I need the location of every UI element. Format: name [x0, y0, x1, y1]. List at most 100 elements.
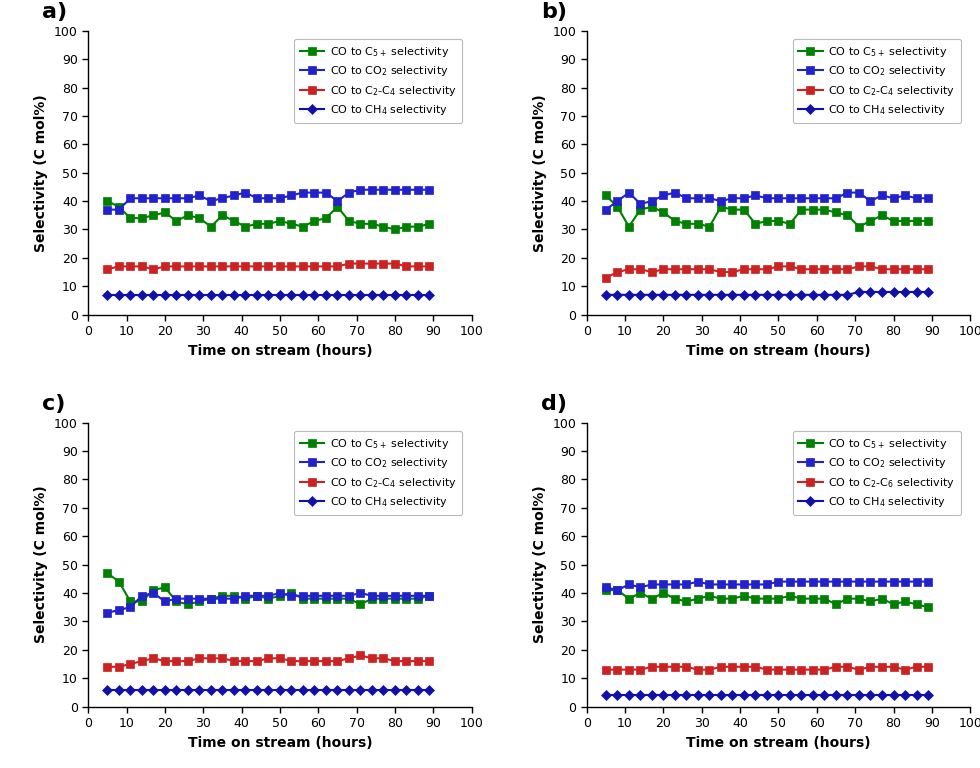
CO to C$_{5+}$ selectivity	[285, 588, 297, 598]
CO to CH$_4$ selectivity	[761, 690, 773, 700]
CO to C$_2$-C$_4$ selectivity	[842, 265, 854, 274]
CO to CH$_4$ selectivity	[136, 685, 148, 694]
CO to C$_{5+}$ selectivity	[808, 594, 819, 603]
CO to CH$_4$ selectivity	[367, 290, 378, 300]
CO to CH$_4$ selectivity	[818, 290, 830, 300]
CO to CH$_4$ selectivity	[239, 685, 251, 694]
CO to C$_{5+}$ selectivity	[761, 594, 773, 603]
CO to C$_2$-C$_4$ selectivity	[182, 657, 194, 666]
CO to C$_{5+}$ selectivity	[646, 202, 658, 211]
CO to CH$_4$ selectivity	[377, 685, 389, 694]
CO to C$_2$-C$_6$ selectivity	[600, 665, 612, 674]
CO to CH$_4$ selectivity	[251, 290, 263, 300]
CO to CH$_4$ selectivity	[171, 685, 182, 694]
CO to CH$_4$ selectivity	[715, 290, 727, 300]
CO to C$_{5+}$ selectivity	[274, 217, 286, 226]
CO to CO$_2$ selectivity	[922, 577, 934, 586]
Legend: CO to C$_{5+}$ selectivity, CO to CO$_2$ selectivity, CO to C$_2$-C$_4$ selectiv: CO to C$_{5+}$ selectivity, CO to CO$_2$…	[294, 431, 463, 515]
CO to C$_2$-C$_6$ selectivity	[842, 662, 854, 671]
CO to CH$_4$ selectivity	[888, 690, 900, 700]
CO to CO$_2$ selectivity	[692, 577, 704, 586]
CO to C$_2$-C$_6$ selectivity	[830, 662, 842, 671]
CO to CH$_4$ selectivity	[830, 290, 842, 300]
CO to C$_2$-C$_6$ selectivity	[612, 665, 623, 674]
CO to C$_2$-C$_4$ selectivity	[715, 267, 727, 276]
CO to C$_{5+}$ selectivity	[876, 594, 888, 603]
CO to CH$_4$ selectivity	[772, 290, 784, 300]
CO to C$_2$-C$_4$ selectivity	[331, 262, 343, 271]
CO to CH$_4$ selectivity	[297, 685, 309, 694]
CO to CO$_2$ selectivity	[228, 190, 240, 200]
CO to CH$_4$ selectivity	[263, 290, 274, 300]
CO to CO$_2$ selectivity	[413, 185, 424, 194]
CO to C$_2$-C$_4$ selectivity	[367, 259, 378, 268]
CO to C$_{5+}$ selectivity	[377, 594, 389, 603]
CO to CH$_4$ selectivity	[899, 287, 910, 296]
CO to C$_{5+}$ selectivity	[669, 217, 681, 226]
CO to C$_2$-C$_4$ selectivity	[772, 262, 784, 271]
CO to C$_2$-C$_6$ selectivity	[876, 662, 888, 671]
CO to CO$_2$ selectivity	[646, 580, 658, 589]
CO to CH$_4$ selectivity	[239, 290, 251, 300]
CO to CH$_4$ selectivity	[148, 685, 160, 694]
Y-axis label: Selectivity (C mol%): Selectivity (C mol%)	[34, 485, 48, 644]
CO to C$_2$-C$_4$ selectivity	[159, 262, 171, 271]
CO to CO$_2$ selectivity	[623, 580, 635, 589]
CO to CH$_4$ selectivity	[205, 685, 217, 694]
CO to CH$_4$ selectivity	[102, 685, 114, 694]
CO to C$_2$-C$_4$ selectivity	[263, 262, 274, 271]
CO to CO$_2$ selectivity	[612, 197, 623, 206]
CO to C$_{5+}$ selectivity	[148, 210, 160, 220]
CO to C$_2$-C$_6$ selectivity	[646, 662, 658, 671]
CO to C$_{5+}$ selectivity	[876, 210, 888, 220]
CO to CO$_2$ selectivity	[854, 577, 865, 586]
CO to CH$_4$ selectivity	[612, 290, 623, 300]
CO to CH$_4$ selectivity	[910, 287, 922, 296]
CO to C$_2$-C$_6$ selectivity	[854, 665, 865, 674]
CO to CH$_4$ selectivity	[772, 690, 784, 700]
CO to C$_{5+}$ selectivity	[634, 205, 646, 214]
CO to CO$_2$ selectivity	[864, 197, 876, 206]
CO to C$_{5+}$ selectivity	[784, 219, 796, 228]
CO to CH$_4$ selectivity	[600, 290, 612, 300]
CO to CO$_2$ selectivity	[888, 194, 900, 203]
CO to C$_2$-C$_4$ selectivity	[136, 657, 148, 666]
CO to CO$_2$ selectivity	[331, 591, 343, 601]
CO to C$_2$-C$_4$ selectivity	[634, 265, 646, 274]
CO to CO$_2$ selectivity	[193, 594, 205, 603]
CO to C$_{5+}$ selectivity	[159, 583, 171, 592]
CO to CH$_4$ selectivity	[217, 290, 228, 300]
CO to C$_{5+}$ selectivity	[297, 594, 309, 603]
CO to CH$_4$ selectivity	[124, 290, 136, 300]
CO to C$_{5+}$ selectivity	[228, 591, 240, 601]
CO to CO$_2$ selectivity	[726, 580, 738, 589]
CO to C$_{5+}$ selectivity	[715, 202, 727, 211]
CO to CH$_4$ selectivity	[646, 290, 658, 300]
X-axis label: Time on stream (hours): Time on stream (hours)	[187, 343, 372, 358]
CO to C$_2$-C$_6$ selectivity	[808, 665, 819, 674]
CO to CH$_4$ selectivity	[669, 690, 681, 700]
CO to CO$_2$ selectivity	[600, 583, 612, 592]
CO to C$_2$-C$_4$ selectivity	[102, 265, 114, 274]
CO to CH$_4$ selectivity	[331, 290, 343, 300]
CO to C$_{5+}$ selectivity	[309, 594, 320, 603]
CO to CH$_4$ selectivity	[818, 690, 830, 700]
CO to C$_2$-C$_4$ selectivity	[680, 265, 692, 274]
CO to C$_2$-C$_4$ selectivity	[876, 265, 888, 274]
CO to C$_{5+}$ selectivity	[171, 217, 182, 226]
CO to CO$_2$ selectivity	[658, 580, 669, 589]
CO to CO$_2$ selectivity	[808, 194, 819, 203]
CO to CO$_2$ selectivity	[623, 188, 635, 197]
CO to C$_{5+}$ selectivity	[704, 222, 715, 231]
CO to CO$_2$ selectivity	[738, 194, 750, 203]
CO to C$_2$-C$_4$ selectivity	[738, 265, 750, 274]
CO to C$_2$-C$_4$ selectivity	[669, 265, 681, 274]
CO to CH$_4$ selectivity	[401, 685, 413, 694]
CO to CO$_2$ selectivity	[808, 577, 819, 586]
CO to CH$_4$ selectivity	[808, 290, 819, 300]
CO to CO$_2$ selectivity	[704, 194, 715, 203]
CO to C$_2$-C$_4$ selectivity	[217, 262, 228, 271]
CO to C$_2$-C$_4$ selectivity	[355, 650, 367, 660]
CO to CH$_4$ selectivity	[680, 690, 692, 700]
CO to C$_2$-C$_4$ selectivity	[228, 657, 240, 666]
